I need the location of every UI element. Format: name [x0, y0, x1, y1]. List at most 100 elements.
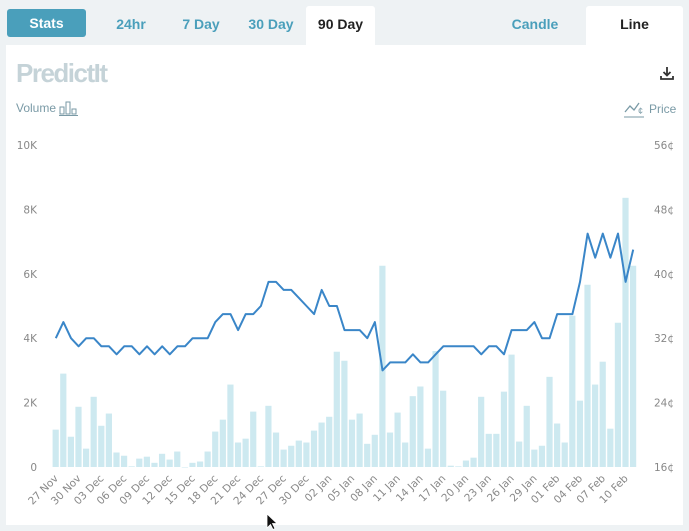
- volume-bar: [348, 419, 356, 467]
- right-axis-tick: 32¢: [654, 333, 674, 345]
- tab-line[interactable]: Line: [586, 6, 683, 45]
- left-axis-tick: 6K: [23, 269, 38, 281]
- volume-bar: [402, 442, 409, 467]
- volume-bar: [326, 416, 333, 467]
- volume-bar: [386, 432, 394, 467]
- volume-bar: [196, 461, 204, 467]
- tab-30-day[interactable]: 30 Day: [248, 16, 294, 32]
- volume-bar: [409, 396, 416, 467]
- volume-bar: [569, 315, 576, 467]
- volume-bar: [234, 442, 242, 467]
- volume-bar: [432, 351, 439, 467]
- volume-bar: [90, 396, 97, 467]
- volume-bar: [295, 440, 302, 467]
- volume-bar: [158, 453, 166, 467]
- legend-price-label: Price: [649, 102, 677, 116]
- volume-bar: [554, 423, 561, 467]
- volume-bar: [333, 351, 340, 467]
- volume-bar: [128, 466, 135, 467]
- volume-bar: [280, 449, 287, 467]
- volume-bar: [265, 405, 272, 467]
- volume-bar: [622, 197, 629, 468]
- volume-bar: [493, 433, 500, 467]
- volume-bar: [212, 431, 219, 467]
- volume-bar: [447, 465, 454, 467]
- volume-bar: [584, 284, 591, 467]
- volume-bar: [417, 386, 424, 467]
- volume-bar: [151, 462, 158, 467]
- tab-candle[interactable]: Candle: [511, 16, 559, 32]
- right-axis-tick: 48¢: [654, 204, 674, 216]
- volume-bar: [257, 466, 264, 467]
- volume-bar: [166, 459, 173, 467]
- predictit-logo: PredictIt: [16, 58, 108, 88]
- volume-bar: [227, 384, 234, 467]
- legend-volume-label: Volume: [16, 101, 57, 115]
- left-axis-tick: 8K: [23, 204, 38, 216]
- tab-90-day[interactable]: 90 Day: [306, 6, 375, 45]
- line-cent-icon: ¢: [624, 102, 644, 118]
- volume-bar: [310, 430, 318, 467]
- volume-bar: [82, 448, 90, 467]
- volume-bar: [189, 462, 196, 467]
- price-line: [54, 232, 635, 372]
- volume-bar: [485, 433, 492, 467]
- volume-bar: [60, 373, 67, 467]
- volume-bar: [607, 428, 614, 467]
- volume-bar: [614, 322, 622, 467]
- volume-bar: [356, 413, 363, 467]
- volume-bar: [181, 467, 188, 468]
- mouse-cursor-icon: [266, 513, 278, 531]
- volume-bar: [98, 425, 105, 467]
- volume-bar: [67, 436, 74, 467]
- volume-bar: [455, 466, 462, 467]
- right-axis-tick: 40¢: [654, 269, 674, 281]
- volume-bar: [576, 400, 584, 467]
- volume-bar: [523, 405, 530, 467]
- volume-bar: [341, 360, 348, 467]
- volume-bar: [500, 391, 508, 467]
- volume-bar: [531, 449, 538, 467]
- volume-bar: [143, 456, 150, 467]
- right-axis-tick: 56¢: [654, 140, 674, 152]
- volume-bar: [75, 406, 82, 467]
- volume-bar: [470, 457, 477, 467]
- volume-bar: [219, 419, 226, 467]
- volume-bar: [242, 438, 249, 467]
- volume-bar: [561, 442, 568, 467]
- left-axis-tick: 4K: [23, 333, 38, 345]
- legend-volume[interactable]: Volume: [16, 100, 79, 116]
- volume-bar: [599, 361, 606, 467]
- tab-24hr[interactable]: 24hr: [116, 16, 146, 32]
- volume-bar: [120, 455, 128, 467]
- volume-bar: [394, 412, 401, 467]
- volume-bar: [303, 442, 310, 467]
- volume-bar: [113, 452, 120, 467]
- svg-text:¢: ¢: [638, 106, 643, 116]
- download-icon[interactable]: [659, 65, 675, 86]
- left-axis-tick: 2K: [23, 398, 38, 410]
- volume-bar: [364, 443, 371, 467]
- volume-bar: [546, 376, 553, 467]
- volume-bar: [136, 458, 143, 467]
- volume-bar: [424, 448, 432, 467]
- tab-7-day[interactable]: 7 Day: [182, 16, 220, 32]
- volume-bar: [288, 445, 295, 467]
- volume-bar: [174, 451, 181, 467]
- volume-bar: [371, 434, 378, 467]
- volume-bar: [592, 384, 599, 467]
- volume-bar: [478, 396, 485, 467]
- right-axis-tick: 24¢: [654, 398, 674, 410]
- left-axis-tick: 0: [30, 462, 37, 474]
- stats-button[interactable]: Stats: [7, 9, 86, 37]
- volume-bar: [204, 451, 211, 467]
- volume-bar: [250, 411, 257, 467]
- volume-bar: [538, 445, 546, 467]
- volume-bar: [462, 460, 470, 467]
- right-axis-tick: 16¢: [654, 462, 674, 474]
- left-axis-tick: 10K: [17, 140, 38, 152]
- legend-price[interactable]: ¢ Price: [624, 100, 676, 118]
- volume-bar: [516, 441, 523, 467]
- volume-bar: [105, 413, 112, 467]
